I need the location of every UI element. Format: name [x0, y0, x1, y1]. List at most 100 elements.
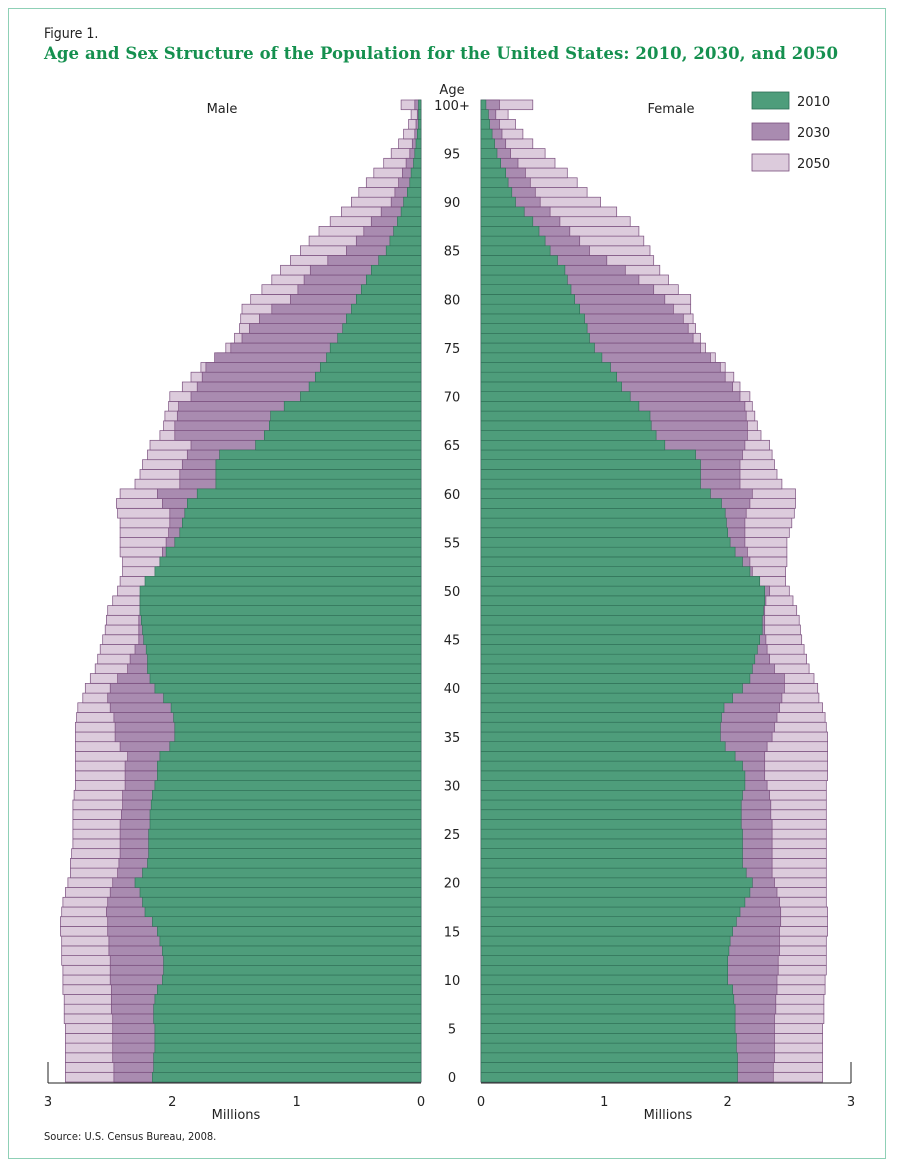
bar-male-2010-age-63 — [215, 459, 422, 470]
bar-female-2010-age-71 — [480, 381, 622, 392]
age-tick-label: 45 — [444, 634, 461, 649]
bar-male-2010-age-66 — [263, 430, 422, 441]
age-tick-label: 80 — [444, 293, 461, 308]
bar-female-2010-age-15 — [480, 926, 733, 937]
bar-male-2010-age-41 — [149, 673, 422, 684]
age-tick-label: 35 — [444, 731, 461, 746]
bar-female-2010-age-50 — [480, 585, 766, 597]
bar-male-2010-age-3 — [154, 1042, 422, 1054]
bar-male-2010-age-32 — [157, 760, 422, 772]
bar-female-2010-age-74 — [480, 352, 603, 363]
male-x-tick-label: 1 — [293, 1095, 301, 1110]
bar-female-2010-age-38 — [480, 702, 725, 713]
female-x-tick-label: 0 — [477, 1095, 485, 1110]
bar-female-2010-age-40 — [480, 683, 743, 694]
bar-female-2010-age-49 — [480, 595, 766, 606]
bar-male-2010-age-67 — [268, 420, 422, 431]
bar-male-2010-age-0 — [152, 1072, 422, 1083]
bar-male-2010-age-9 — [157, 984, 422, 995]
bar-female-2010-age-2 — [480, 1052, 738, 1063]
bar-female-2010-age-72 — [480, 371, 617, 383]
bar-male-2010-age-94 — [413, 158, 422, 169]
bar-male-2010-age-16 — [152, 916, 422, 927]
bar-male-2010-age-42 — [147, 663, 422, 674]
bar-female-2010-age-30 — [480, 780, 746, 791]
bar-female-2010-age-39 — [480, 692, 733, 704]
bar-male-2010-age-19 — [139, 887, 422, 898]
bar-female-2010-age-55 — [480, 537, 731, 548]
age-tick-label: 95 — [444, 148, 461, 163]
bar-female-2010-age-46 — [480, 624, 763, 635]
bar-male-2010-age-85 — [385, 245, 422, 256]
bar-female-2010-age-41 — [480, 673, 751, 684]
bar-female-2010-age-53 — [480, 556, 743, 567]
female-label: Female — [647, 102, 694, 117]
bar-female-2010-age-20 — [480, 877, 753, 888]
bar-female-2010-age-48 — [480, 605, 764, 616]
bar-male-2010-age-46 — [142, 624, 422, 635]
bar-male-2010-age-95 — [414, 148, 422, 159]
age-tick-label: 40 — [444, 682, 461, 697]
bar-female-2010-age-63 — [480, 459, 701, 470]
bar-female-2010-age-56 — [480, 527, 728, 538]
bar-male-2010-age-20 — [134, 877, 422, 888]
bar-female-2010-age-65 — [480, 439, 666, 451]
bar-male-2010-age-84 — [378, 255, 422, 266]
bar-female-2010-age-37 — [480, 712, 722, 723]
legend-label-2030: 2030 — [797, 126, 830, 141]
bar-female-2010-age-70 — [480, 391, 631, 402]
bar-male-2010-age-30 — [154, 780, 422, 791]
bar-male-2010-age-50 — [139, 585, 422, 597]
bar-male-2010-age-96 — [415, 138, 422, 149]
bar-female-2010-age-91 — [480, 187, 513, 198]
source-note: Source: U.S. Census Bureau, 2008. — [44, 1130, 217, 1143]
legend: 2010 2030 2050 — [751, 91, 830, 172]
bar-female-2010-age-16 — [480, 916, 737, 927]
bar-female-2010-age-95 — [480, 148, 498, 159]
bar-female-2010-age-51 — [480, 576, 761, 587]
bar-female-2010-age-5 — [480, 1023, 736, 1034]
bar-male-2010-age-21 — [142, 867, 422, 879]
male-label: Male — [207, 102, 238, 117]
bar-male-2010-age-87 — [393, 226, 422, 237]
bar-female-2010-age-90 — [480, 196, 516, 208]
bar-female-2010-age-27 — [480, 809, 742, 820]
age-tick-label: 70 — [444, 391, 461, 406]
bar-male-2010-age-17 — [144, 906, 422, 917]
bar-male-2010-age-81 — [360, 284, 422, 295]
bar-male-2010-age-45 — [143, 634, 422, 645]
bar-female-2010-age-94 — [480, 158, 502, 169]
age-tick-label: 25 — [444, 828, 461, 843]
bar-female-2010-age-77 — [480, 323, 588, 334]
bar-female-2010-age-85 — [480, 245, 551, 256]
bar-male-2010-age-80 — [355, 294, 422, 305]
bar-female-2010-age-22 — [480, 858, 743, 869]
bar-male-2010-age-70 — [300, 391, 422, 402]
bar-male-2010-age-54 — [165, 546, 422, 558]
bar-female-2010-age-75 — [480, 342, 595, 354]
legend-label-2010: 2010 — [797, 95, 830, 110]
bar-male-2010-age-31 — [157, 770, 422, 781]
bar-female-2010-age-6 — [480, 1013, 736, 1024]
bar-male-2010-age-86 — [389, 235, 422, 247]
bar-male-2010-age-44 — [145, 644, 422, 655]
bar-female-2010-age-64 — [480, 449, 696, 460]
figure-frame — [8, 8, 886, 1159]
chart-title: Age and Sex Structure of the Population … — [44, 44, 839, 63]
bar-male-2010-age-77 — [342, 323, 422, 334]
bar-female-2010-age-21 — [480, 867, 747, 879]
bar-female-2010-age-84 — [480, 255, 558, 266]
bar-female-2010-age-4 — [480, 1033, 737, 1044]
age-tick-label: 100+ — [434, 99, 470, 114]
bar-female-2010-age-57 — [480, 517, 727, 529]
bar-female-2010-age-73 — [480, 362, 611, 373]
age-tick-label: 0 — [448, 1071, 456, 1086]
bar-female-2010-age-78 — [480, 313, 585, 324]
male-x-tick-label: 3 — [44, 1095, 52, 1110]
bar-male-2010-age-65 — [255, 439, 422, 451]
bar-female-2010-age-87 — [480, 226, 540, 237]
legend-swatch-2030 — [751, 122, 790, 141]
bar-male-2010-age-38 — [170, 702, 422, 713]
bar-male-2010-age-33 — [159, 751, 422, 762]
bar-female-2010-age-92 — [480, 177, 509, 188]
